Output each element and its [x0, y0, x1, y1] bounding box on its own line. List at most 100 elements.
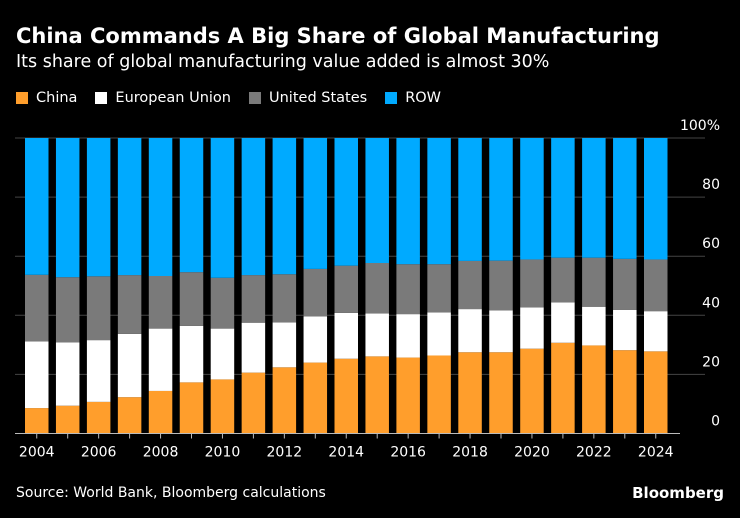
- bar-segment-china: [489, 352, 513, 434]
- chart-title: China Commands A Big Share of Global Man…: [16, 24, 660, 48]
- bar-segment-european-union: [303, 316, 328, 363]
- bar-segment-row: [458, 138, 482, 261]
- x-tick-label: 2004: [19, 445, 55, 461]
- bar-segment-european-union: [210, 328, 235, 380]
- bar-segment-european-union: [520, 307, 544, 349]
- bar-segment-china: [117, 397, 142, 434]
- bar-segment-china: [613, 350, 637, 434]
- bar-segment-china: [86, 401, 111, 434]
- bar-segment-european-union: [427, 312, 451, 356]
- bar-segment-united-states: [303, 268, 328, 317]
- y-tick-label: 0: [711, 414, 720, 430]
- bar-segment-united-states: [582, 257, 606, 307]
- bar-segment-row: [396, 138, 420, 265]
- bar-segment-united-states: [55, 277, 80, 343]
- bar-segment-row: [210, 138, 235, 278]
- legend-swatch: [16, 92, 28, 104]
- bar-segment-european-union: [365, 313, 389, 357]
- legend-item-row: ROW: [385, 90, 441, 106]
- bar-segment-china: [210, 379, 235, 434]
- bar-segment-united-states: [179, 272, 204, 326]
- bar-segment-row: [551, 138, 575, 258]
- bar-segment-china: [458, 352, 482, 434]
- bar-segment-row: [334, 138, 358, 266]
- legend-item-china: China: [16, 90, 77, 106]
- bar-segment-united-states: [334, 265, 358, 313]
- bar-segment-united-states: [613, 258, 637, 310]
- legend-swatch: [385, 92, 398, 104]
- bar-segment-united-states: [117, 275, 142, 334]
- bar-segment-row: [365, 138, 389, 263]
- bar-segment-row: [55, 138, 80, 278]
- bar-segment-united-states: [272, 274, 297, 323]
- bar-segment-china: [55, 405, 80, 434]
- bar-segment-row: [613, 138, 637, 259]
- bar-segment-united-states: [458, 260, 482, 310]
- bar-segment-united-states: [520, 259, 544, 308]
- bar-segment-row: [148, 138, 173, 276]
- x-tick-label: 2016: [390, 445, 426, 461]
- bar-segment-china: [551, 342, 575, 434]
- legend: China European Union United States ROW: [16, 90, 441, 106]
- bar-segment-european-union: [582, 306, 606, 346]
- bar-segment-row: [582, 138, 606, 258]
- bar-segment-row: [117, 138, 142, 276]
- bar-segment-row: [427, 138, 451, 265]
- bar-segment-european-union: [86, 340, 111, 402]
- bar-segment-european-union: [334, 312, 358, 359]
- x-tick-label: 2020: [514, 445, 550, 461]
- chart-subtitle: Its share of global manufacturing value …: [16, 52, 550, 72]
- bar-segment-united-states: [86, 276, 111, 341]
- bar-segment-china: [272, 367, 297, 434]
- x-tick-label: 2008: [143, 445, 179, 461]
- bar-segment-european-union: [551, 302, 575, 343]
- x-tick-label: 2012: [267, 445, 303, 461]
- bar-segment-united-states: [241, 275, 266, 323]
- bar-segment-united-states: [551, 257, 575, 303]
- bar-segment-european-union: [458, 309, 482, 353]
- x-tick-label: 2022: [576, 445, 612, 461]
- legend-label: European Union: [115, 90, 231, 106]
- bar-segment-european-union: [613, 309, 637, 351]
- bar-segment-china: [148, 390, 173, 434]
- bar-segment-european-union: [644, 311, 668, 352]
- bar-segment-european-union: [396, 314, 420, 358]
- x-tick-label: 2010: [205, 445, 241, 461]
- bar-segment-china: [520, 348, 544, 434]
- bar-segment-united-states: [427, 264, 451, 313]
- bar-segment-china: [334, 358, 358, 434]
- bar-segment-row: [489, 138, 513, 261]
- x-tick-label: 2024: [638, 445, 674, 461]
- legend-item-eu: European Union: [95, 90, 231, 106]
- y-tick-label: 60: [702, 236, 720, 252]
- bar-segment-european-union: [489, 310, 513, 353]
- y-tick-label: 100%: [680, 118, 720, 134]
- bar-segment-china: [582, 345, 606, 434]
- bar-segment-row: [520, 138, 544, 260]
- bar-segment-european-union: [55, 342, 80, 406]
- bar-segment-row: [644, 138, 668, 260]
- bar-segment-united-states: [644, 259, 668, 312]
- bar-segment-united-states: [365, 262, 389, 314]
- bloomberg-logo: Bloomberg: [632, 484, 724, 502]
- bar-segment-united-states: [396, 264, 420, 315]
- bar-segment-china: [179, 382, 204, 434]
- x-tick-label: 2018: [452, 445, 488, 461]
- bar-segment-row: [303, 138, 328, 269]
- legend-label: China: [36, 90, 78, 106]
- legend-swatch: [249, 92, 261, 104]
- bar-segment-china: [644, 351, 668, 434]
- x-tick-label: 2014: [328, 445, 364, 461]
- legend-swatch: [95, 92, 108, 104]
- bar-segment-row: [241, 138, 266, 276]
- bar-segment-china: [365, 356, 389, 434]
- bar-segment-china: [241, 372, 266, 434]
- bar-segment-united-states: [210, 277, 235, 329]
- bar-segment-china: [427, 355, 451, 434]
- bar-segment-european-union: [117, 333, 142, 398]
- source-note: Source: World Bank, Bloomberg calculatio…: [16, 485, 326, 501]
- bar-segment-china: [303, 362, 328, 434]
- bar-segment-row: [25, 138, 49, 275]
